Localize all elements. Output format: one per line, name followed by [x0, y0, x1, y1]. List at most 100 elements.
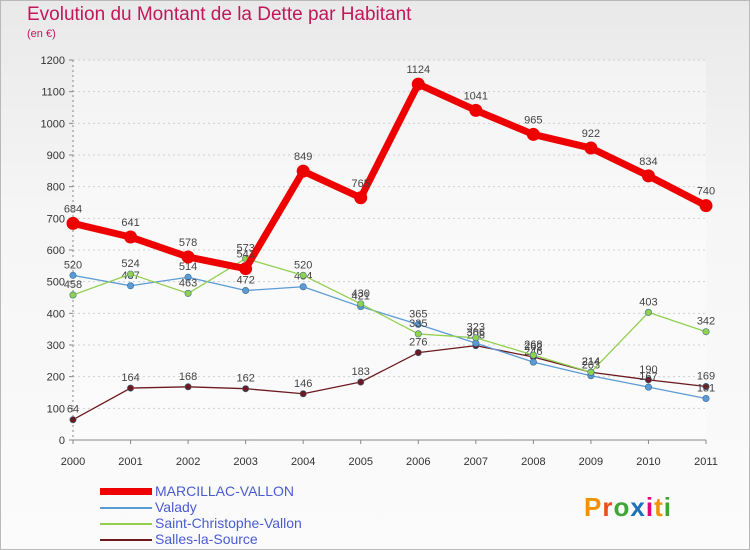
legend-swatch: [100, 507, 152, 509]
series-line-MARCILLAC-VALLON: [69, 80, 710, 273]
data-label: 458: [64, 279, 82, 291]
legend-swatch: [100, 539, 152, 541]
legend-swatch: [100, 488, 152, 495]
data-label: 183: [352, 366, 370, 378]
data-label: 573: [236, 243, 254, 255]
data-label: 268: [524, 339, 542, 351]
x-tick-label: 2002: [176, 456, 200, 468]
data-label: 922: [582, 128, 600, 140]
data-point: [414, 330, 422, 338]
series-line-Salles-la-Source: [72, 344, 707, 421]
data-point: [184, 383, 192, 391]
data-point: [299, 271, 307, 279]
data-point: [644, 376, 652, 384]
data-point: [184, 289, 192, 297]
data-point: [414, 349, 422, 357]
x-tick-label: 2006: [406, 456, 430, 468]
data-point: [702, 328, 710, 336]
series-line-Valady: [72, 274, 707, 400]
series-line-Saint-Christophe-Vallon: [72, 257, 707, 373]
y-tick-label: 900: [47, 150, 65, 162]
data-label: 146: [294, 378, 312, 390]
data-label: 365: [409, 308, 427, 320]
data-point: [127, 384, 135, 392]
data-label: 1124: [406, 64, 430, 76]
data-label: 524: [121, 258, 139, 270]
data-point: [184, 273, 192, 281]
x-tick-label: 2011: [694, 456, 718, 468]
data-label: 421: [352, 291, 370, 303]
data-point: [242, 385, 250, 393]
data-point: [69, 291, 77, 299]
data-label: 403: [639, 296, 657, 308]
data-point: [242, 287, 250, 295]
data-label: 1041: [464, 90, 488, 102]
data-point: [239, 262, 253, 276]
legend-swatch: [100, 523, 152, 525]
data-point: [644, 308, 652, 316]
data-label: 520: [64, 259, 82, 271]
data-point: [414, 320, 422, 328]
data-point: [587, 368, 595, 376]
data-point: [357, 378, 365, 386]
y-tick-label: 200: [47, 372, 65, 384]
data-label: 64: [67, 404, 79, 416]
data-label: 849: [294, 151, 312, 163]
y-tick-label: 0: [59, 435, 65, 447]
data-point: [357, 300, 365, 308]
data-label: 203: [582, 360, 600, 372]
y-tick-label: 1200: [41, 55, 65, 67]
x-tick-label: 2004: [291, 456, 315, 468]
legend-label: Saint-Christophe-Vallon: [155, 515, 302, 531]
data-point: [299, 283, 307, 291]
data-point: [296, 164, 310, 178]
data-label: 168: [179, 371, 197, 383]
data-point: [127, 282, 135, 290]
data-point: [529, 358, 537, 366]
data-label: 323: [467, 322, 485, 334]
data-label: 834: [639, 156, 657, 168]
x-tick-label: 2001: [118, 456, 142, 468]
data-label: 472: [236, 275, 254, 287]
x-tick-label: 2000: [61, 456, 85, 468]
data-label: 641: [121, 217, 139, 229]
data-label: 169: [697, 370, 715, 382]
y-tick-label: 100: [47, 403, 65, 415]
data-point: [66, 216, 80, 230]
x-tick-label: 2007: [464, 456, 488, 468]
data-point: [641, 169, 655, 183]
data-point: [529, 351, 537, 359]
data-label: 342: [697, 316, 715, 328]
data-label: 167: [639, 371, 657, 383]
data-point: [124, 230, 138, 244]
y-tick-label: 600: [47, 245, 65, 257]
y-tick-label: 1000: [41, 118, 65, 130]
y-tick-label: 800: [47, 182, 65, 194]
data-label: 541: [236, 249, 254, 261]
data-point: [69, 416, 77, 424]
data-point: [526, 127, 540, 141]
data-label: 430: [352, 288, 370, 300]
data-label: 765: [352, 178, 370, 190]
data-label: 276: [409, 337, 427, 349]
data-point: [354, 191, 368, 205]
data-point: [702, 382, 710, 390]
data-label: 684: [64, 203, 82, 215]
x-tick-label: 2009: [579, 456, 603, 468]
data-point: [702, 395, 710, 403]
data-label: 162: [236, 373, 254, 385]
data-point: [472, 334, 480, 342]
y-tick-label: 300: [47, 340, 65, 352]
y-tick-label: 400: [47, 308, 65, 320]
data-label: 262: [524, 341, 542, 353]
x-tick-label: 2005: [348, 456, 372, 468]
legend-label: Salles-la-Source: [155, 531, 258, 547]
data-point: [699, 199, 713, 213]
data-label: 965: [524, 114, 542, 126]
legend-label: Valady: [155, 499, 197, 515]
data-label: 131: [697, 383, 715, 395]
data-label: 578: [179, 237, 197, 249]
y-tick-label: 1100: [41, 87, 65, 99]
data-label: 190: [639, 364, 657, 376]
